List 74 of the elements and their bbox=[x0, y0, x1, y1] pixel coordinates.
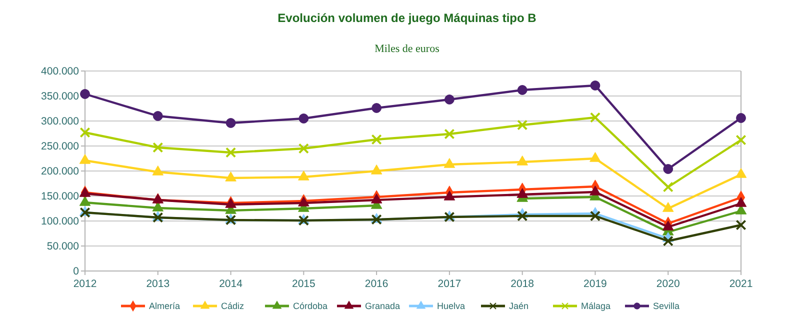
x-tick-label: 2015 bbox=[292, 278, 316, 290]
point bbox=[298, 114, 309, 124]
point bbox=[372, 103, 382, 113]
chart-subtitle: Miles de euros bbox=[374, 43, 440, 55]
legend-label: Jaén bbox=[509, 301, 529, 312]
legend-label: Málaga bbox=[581, 301, 611, 312]
legend-label: Cádiz bbox=[221, 301, 245, 312]
chart-title: Evolución volumen de juego Máquinas tipo B bbox=[278, 11, 537, 25]
point bbox=[662, 220, 674, 230]
legend-label: Almería bbox=[149, 301, 180, 312]
point bbox=[370, 194, 382, 204]
x-tick-label: 2019 bbox=[584, 278, 608, 290]
x-tick-label: 2020 bbox=[656, 278, 680, 290]
point bbox=[517, 85, 528, 95]
legend-label: Granada bbox=[365, 301, 400, 312]
point bbox=[662, 202, 674, 212]
point bbox=[444, 94, 454, 104]
legend-label: Huelva bbox=[437, 301, 466, 312]
legend-label: Córdoba bbox=[293, 301, 328, 312]
x-tick-label: 2021 bbox=[729, 278, 753, 290]
y-tick-label: 200.000 bbox=[41, 166, 80, 178]
x-tick-label: 2018 bbox=[510, 278, 534, 290]
point bbox=[225, 147, 236, 158]
point bbox=[444, 128, 455, 140]
point bbox=[152, 194, 164, 204]
point bbox=[298, 170, 310, 180]
point bbox=[225, 172, 236, 182]
x-tick-label: 2012 bbox=[73, 278, 97, 290]
point bbox=[80, 127, 90, 138]
point bbox=[590, 80, 600, 90]
point bbox=[152, 202, 164, 212]
point bbox=[517, 210, 528, 222]
point bbox=[226, 118, 236, 128]
x-tick-label: 2013 bbox=[146, 278, 170, 290]
point bbox=[370, 164, 382, 174]
point bbox=[152, 111, 163, 121]
x-tick-label: 2016 bbox=[364, 278, 388, 290]
x-tick-label: 2017 bbox=[438, 278, 462, 290]
point bbox=[662, 236, 674, 246]
point bbox=[590, 210, 601, 222]
point bbox=[736, 113, 746, 123]
legend-label: Sevilla bbox=[653, 301, 680, 312]
point bbox=[590, 186, 601, 196]
point bbox=[662, 182, 674, 192]
y-tick-label: 400.000 bbox=[41, 66, 80, 78]
point bbox=[516, 156, 528, 166]
point bbox=[298, 143, 309, 154]
point bbox=[79, 187, 91, 197]
point bbox=[663, 164, 674, 174]
point bbox=[736, 134, 746, 146]
point bbox=[80, 89, 90, 99]
y-tick-label: 300.000 bbox=[41, 116, 80, 128]
point bbox=[590, 152, 601, 162]
y-tick-label: 0 bbox=[73, 266, 80, 278]
point bbox=[736, 220, 746, 230]
point bbox=[79, 154, 91, 164]
point bbox=[79, 196, 91, 206]
point bbox=[517, 120, 528, 130]
y-tick-label: 100.000 bbox=[41, 216, 80, 228]
point bbox=[152, 166, 164, 176]
point bbox=[371, 134, 382, 145]
point bbox=[516, 188, 528, 198]
point bbox=[444, 190, 456, 200]
y-tick-label: 250.000 bbox=[41, 140, 80, 153]
y-tick-label: 350.000 bbox=[41, 90, 80, 103]
point bbox=[735, 168, 747, 178]
x-tick-label: 2014 bbox=[219, 278, 243, 290]
point bbox=[152, 142, 164, 153]
y-tick-label: 50.000 bbox=[46, 240, 80, 253]
point bbox=[735, 197, 747, 207]
y-tick-label: 150.000 bbox=[41, 190, 80, 203]
point bbox=[298, 196, 310, 206]
point bbox=[590, 112, 601, 123]
point bbox=[444, 158, 456, 168]
